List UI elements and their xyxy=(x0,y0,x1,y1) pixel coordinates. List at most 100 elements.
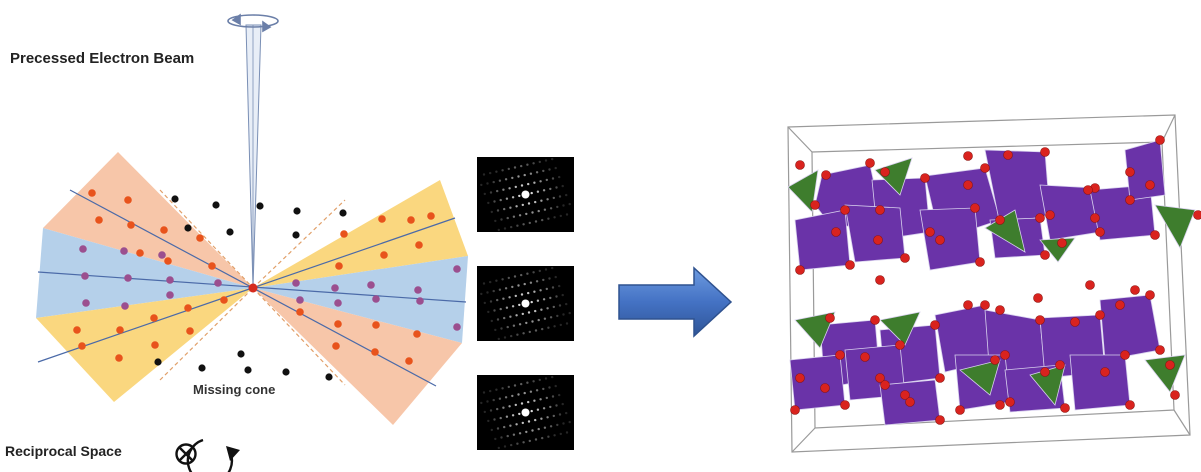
oxygen-atom xyxy=(790,405,800,415)
diffraction-spot xyxy=(520,184,524,187)
diffraction-spot xyxy=(482,282,486,285)
diffraction-spot xyxy=(503,445,507,448)
oxygen-atom xyxy=(1055,360,1065,370)
diffraction-spot xyxy=(542,298,546,301)
diffraction-spot xyxy=(540,417,543,420)
diffraction-spot xyxy=(495,388,498,391)
diffraction-spot xyxy=(539,289,542,292)
oxygen-atom xyxy=(865,158,875,168)
oxygen-atom xyxy=(1040,367,1050,377)
octahedron xyxy=(954,354,1011,411)
diffraction-spot xyxy=(549,425,553,428)
octahedron xyxy=(1004,364,1066,413)
diffraction-spot xyxy=(522,441,525,444)
red-reflection-dot xyxy=(413,330,421,338)
diffraction-spot xyxy=(527,400,530,404)
octahedron xyxy=(1069,354,1131,411)
diffraction-spot xyxy=(509,206,512,209)
oxygen-atom xyxy=(895,340,905,350)
octahedron xyxy=(879,324,941,386)
red-reflection-dot xyxy=(136,249,144,257)
diffraction-spot xyxy=(497,446,500,450)
octahedron xyxy=(789,354,846,411)
diffraction-spot xyxy=(520,273,523,277)
diffraction-spot xyxy=(508,296,511,299)
diffraction-spot xyxy=(518,432,522,435)
precession-wedges xyxy=(36,152,468,425)
oxygen-atom xyxy=(795,265,805,275)
wedge-blue-right xyxy=(253,256,468,343)
red-reflection-dot xyxy=(184,304,192,312)
purple-reflection-dot xyxy=(367,281,375,289)
diffraction-spot xyxy=(522,332,525,335)
diffraction-spot xyxy=(515,423,518,426)
missing-cone-dot xyxy=(325,373,333,381)
missing-cone-dot xyxy=(293,207,301,215)
diffraction-spot xyxy=(558,304,562,307)
diffraction-spot xyxy=(549,405,552,409)
diffraction-spot xyxy=(525,321,528,325)
oxygen-atom xyxy=(1095,310,1105,320)
red-reflection-dot xyxy=(427,212,435,220)
purple-reflection-dot xyxy=(292,279,300,287)
diffraction-spot xyxy=(536,190,540,193)
diffraction-spot xyxy=(513,384,517,387)
diffraction-spot xyxy=(511,285,514,289)
diffraction-spot xyxy=(496,318,500,321)
diffraction-spot xyxy=(512,433,516,436)
diffraction-spot xyxy=(529,390,533,393)
diffraction-spot xyxy=(483,192,486,196)
diffraction-spot xyxy=(480,401,483,405)
red-reflection-dot xyxy=(127,221,135,229)
diffraction-spot xyxy=(492,289,495,293)
oxygen-atom xyxy=(1155,345,1165,355)
oxygen-atom xyxy=(795,373,805,383)
diffraction-spot xyxy=(528,330,531,334)
diffraction-spot xyxy=(527,182,530,186)
oxygen-atom xyxy=(975,257,985,267)
diffraction-spot xyxy=(506,325,509,329)
diffraction-spot xyxy=(498,288,502,291)
oxygen-atom xyxy=(1083,185,1093,195)
diffraction-spot xyxy=(499,307,502,311)
diffraction-spot xyxy=(512,215,516,218)
diffraction-spot xyxy=(523,391,526,395)
diffraction-spot xyxy=(545,178,548,182)
diffraction-spot xyxy=(486,291,489,294)
oxygen-atom xyxy=(860,352,870,362)
diffraction-spot xyxy=(493,309,496,312)
red-reflection-dot xyxy=(151,341,159,349)
red-reflection-dot xyxy=(340,230,348,238)
purple-reflection-dot xyxy=(120,247,128,255)
diffraction-spot xyxy=(552,196,555,200)
diffraction-spot xyxy=(555,186,558,189)
red-reflection-dot xyxy=(115,354,123,362)
diffraction-spot xyxy=(518,412,521,416)
diffraction-spot xyxy=(516,224,519,227)
diffraction-spot xyxy=(530,191,533,195)
diffraction-spot xyxy=(511,196,515,199)
oxygen-atom xyxy=(990,355,1000,365)
diffraction-spot xyxy=(526,381,529,384)
oxygen-atom xyxy=(835,350,845,360)
diffraction-spot xyxy=(565,193,568,197)
red-reflection-dot xyxy=(405,357,413,365)
diffraction-spot xyxy=(521,203,524,207)
diffraction-spot xyxy=(501,278,504,281)
octahedron xyxy=(1039,314,1106,379)
diffraction-spot xyxy=(528,439,531,443)
diffraction-spot xyxy=(547,435,550,438)
octahedron xyxy=(844,204,906,263)
diffraction-spot xyxy=(500,327,503,330)
missing-cone-dot xyxy=(226,228,234,236)
cone-boundaries xyxy=(159,189,346,386)
diffraction-spot xyxy=(483,301,486,305)
oxygen-atom xyxy=(1145,290,1155,300)
diffraction-spot xyxy=(551,157,554,161)
oxygen-atom xyxy=(970,203,980,213)
diffraction-spot xyxy=(482,173,486,176)
octahedron xyxy=(984,149,1051,226)
diffraction-spot xyxy=(520,164,523,168)
diffraction-spot xyxy=(554,384,557,388)
oxygen-atom xyxy=(880,380,890,390)
